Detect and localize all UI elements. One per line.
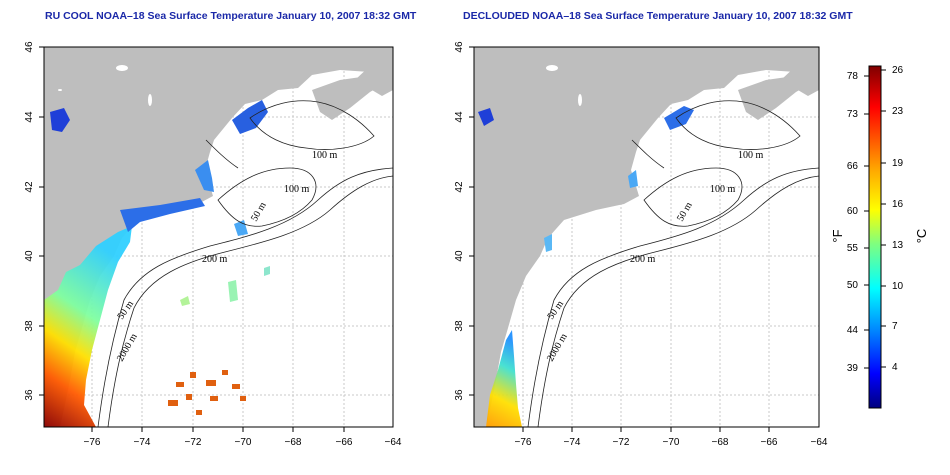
left-tick-marks [39, 46, 345, 432]
celsius-tick: 16 [892, 199, 904, 210]
right-x-tick: −70 [663, 437, 680, 448]
left-x-tick: −74 [134, 437, 151, 448]
celsius-tick: 19 [892, 158, 904, 169]
fahrenheit-tick: 60 [847, 206, 859, 217]
left-y-tick: 44 [24, 111, 35, 123]
left-map-panel: 100 m 100 m 50 m 200 m 50 m 2000 m −76 −… [24, 41, 402, 448]
left-contour-label: 200 m [202, 254, 228, 265]
fahrenheit-tick: 39 [847, 363, 859, 374]
right-x-tick: −64 [811, 437, 828, 448]
left-y-tick: 40 [24, 250, 35, 262]
fahrenheit-tick: 55 [847, 243, 859, 254]
right-contour-label: 100 m [710, 184, 736, 195]
right-y-tick: 44 [454, 111, 465, 123]
left-x-tick: −64 [385, 437, 402, 448]
celsius-tick: 10 [892, 281, 904, 292]
right-y-tick: 38 [454, 320, 465, 332]
left-contour-label: 100 m [284, 184, 310, 195]
colorbar: 78 73 66 60 55 50 44 39 26 23 19 16 13 1… [830, 65, 929, 409]
right-contour-label: 100 m [738, 150, 764, 161]
right-panel-title: DECLOUDED NOAA–18 Sea Surface Temperatur… [463, 10, 853, 22]
celsius-tick: 4 [892, 362, 898, 373]
right-y-tick: 42 [454, 181, 465, 193]
right-map-panel: 100 m 100 m 50 m 200 m 50 m 2000 m −76 −… [454, 41, 828, 448]
left-cape-breton [355, 58, 393, 96]
fahrenheit-tick: 50 [847, 280, 859, 291]
left-x-tick: −66 [336, 437, 353, 448]
left-y-tick: 42 [24, 181, 35, 193]
fahrenheit-unit-label: °F [830, 229, 845, 242]
left-x-tick: −70 [235, 437, 252, 448]
left-x-tick: −72 [185, 437, 202, 448]
celsius-unit-label: °C [914, 229, 929, 244]
left-y-tick: 38 [24, 320, 35, 332]
left-x-tick: −76 [84, 437, 101, 448]
celsius-tick: 23 [892, 106, 904, 117]
fahrenheit-tick: 66 [847, 161, 859, 172]
right-land [474, 47, 819, 427]
fahrenheit-tick: 73 [847, 109, 859, 120]
right-map-frame [473, 46, 820, 428]
right-sst-data [478, 106, 694, 427]
celsius-tick: 7 [892, 321, 898, 332]
right-x-tick: −68 [712, 437, 729, 448]
left-contour-label: 100 m [312, 150, 338, 161]
right-contour-label: 200 m [630, 254, 656, 265]
celsius-tick: 26 [892, 65, 904, 76]
left-land [44, 47, 393, 427]
right-tick-marks [469, 46, 770, 432]
left-lakes [58, 65, 152, 106]
right-bathymetry-contours [527, 100, 820, 428]
colorbar-gradient [868, 65, 882, 409]
left-x-tick: −68 [285, 437, 302, 448]
right-x-tick: −74 [564, 437, 581, 448]
right-y-tick: 46 [454, 41, 465, 53]
fahrenheit-tick: 78 [847, 71, 859, 82]
right-x-tick: −76 [515, 437, 532, 448]
left-sst-data [44, 100, 270, 427]
right-x-tick: −72 [613, 437, 630, 448]
celsius-tick: 13 [892, 240, 904, 251]
right-lakes [546, 65, 582, 106]
right-y-tick: 40 [454, 250, 465, 262]
left-map-frame [43, 46, 394, 428]
right-x-tick: −66 [761, 437, 778, 448]
left-y-tick: 36 [24, 389, 35, 401]
left-panel-title: RU COOL NOAA–18 Sea Surface Temperature … [45, 10, 417, 22]
left-y-tick: 46 [24, 41, 35, 53]
fahrenheit-tick: 44 [847, 325, 859, 336]
left-bathymetry-contours [97, 100, 394, 428]
colorbar-ticks [864, 69, 886, 369]
right-y-tick: 36 [454, 389, 465, 401]
right-cape-breton [781, 58, 819, 96]
